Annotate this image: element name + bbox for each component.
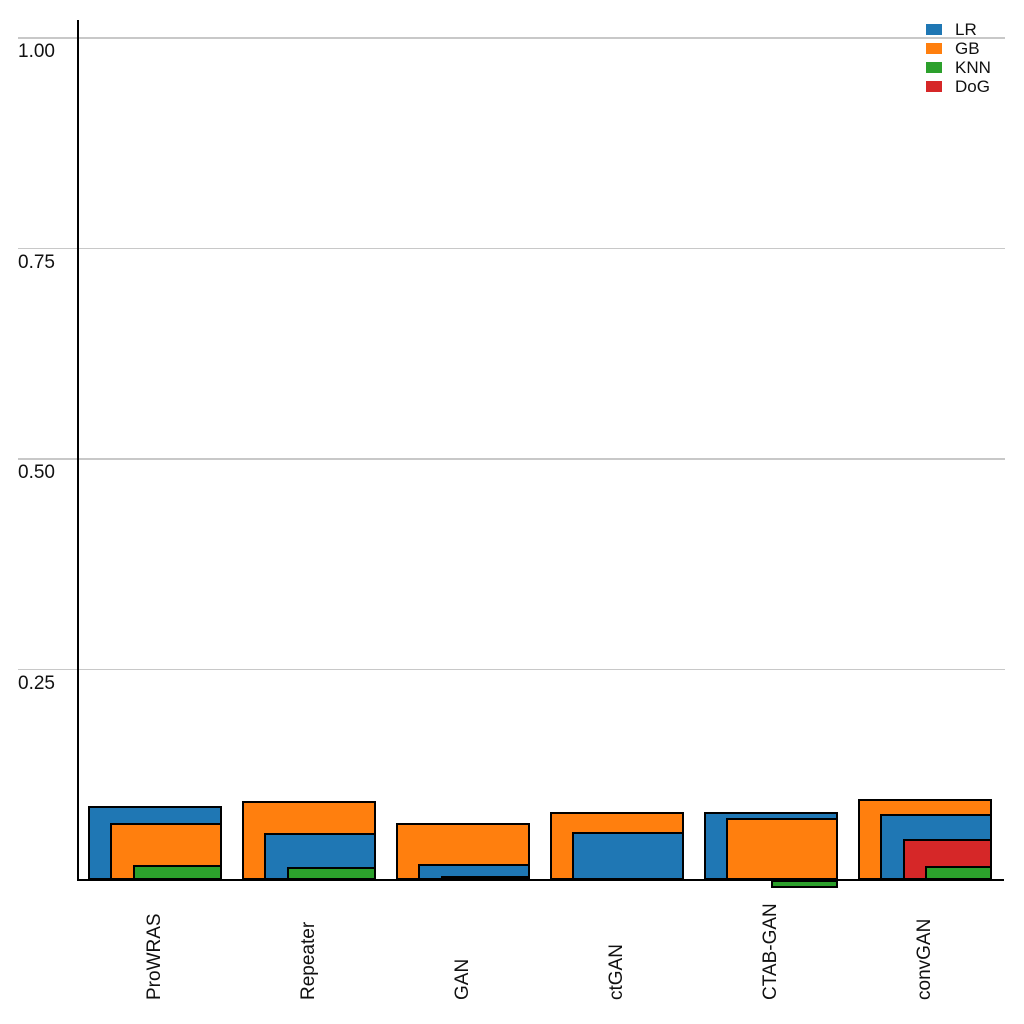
dog-legend-label: DoG [955, 77, 990, 96]
lr-color-swatch [926, 24, 942, 35]
gridline-0.50 [18, 458, 1005, 460]
bar-convGAN-KNN [925, 865, 992, 880]
x-tick-label-Repeater: Repeater [298, 921, 319, 1000]
bar-CTAB-GAN-KNN [771, 880, 838, 889]
y-tick-label-0.25: 0.25 [18, 672, 55, 694]
y-tick-label-1.00: 1.00 [18, 41, 55, 62]
x-tick-label-ctGAN: ctGAN [606, 944, 627, 1000]
x-tick-label-ProWRAS: ProWRAS [144, 913, 165, 1000]
bar-CTAB-GAN-GB [726, 817, 838, 880]
legend-item-gb: GB [926, 39, 991, 58]
knn-legend-label: KNN [955, 58, 991, 77]
y-tick-label-0.50: 0.50 [18, 462, 55, 483]
x-tick-label-convGAN: convGAN [914, 918, 935, 1000]
bar-ctGAN-LR [572, 832, 684, 880]
bar-ProWRAS-KNN [133, 864, 222, 880]
gridline-0.75 [18, 247, 1005, 250]
legend-item-lr: LR [926, 20, 991, 39]
gb-color-swatch [926, 43, 942, 54]
gb-legend-label: GB [955, 39, 980, 58]
gridline-0.25 [18, 668, 1005, 671]
x-tick-label-CTAB-GAN: CTAB-GAN [760, 903, 781, 1000]
gridline-1.00 [18, 37, 1005, 39]
y-axis-line [77, 20, 79, 881]
knn-color-swatch [926, 62, 942, 73]
dog-color-swatch [926, 81, 942, 92]
x-tick-label-GAN: GAN [452, 958, 473, 1000]
legend: LR GB KNN DoG [926, 20, 991, 96]
y-tick-label-0.75: 0.75 [18, 251, 55, 273]
lr-legend-label: LR [955, 20, 977, 39]
legend-item-dog: DoG [926, 77, 991, 96]
bar-GAN-KNN [441, 875, 530, 880]
legend-item-knn: KNN [926, 58, 991, 77]
x-axis-line [77, 879, 1004, 881]
